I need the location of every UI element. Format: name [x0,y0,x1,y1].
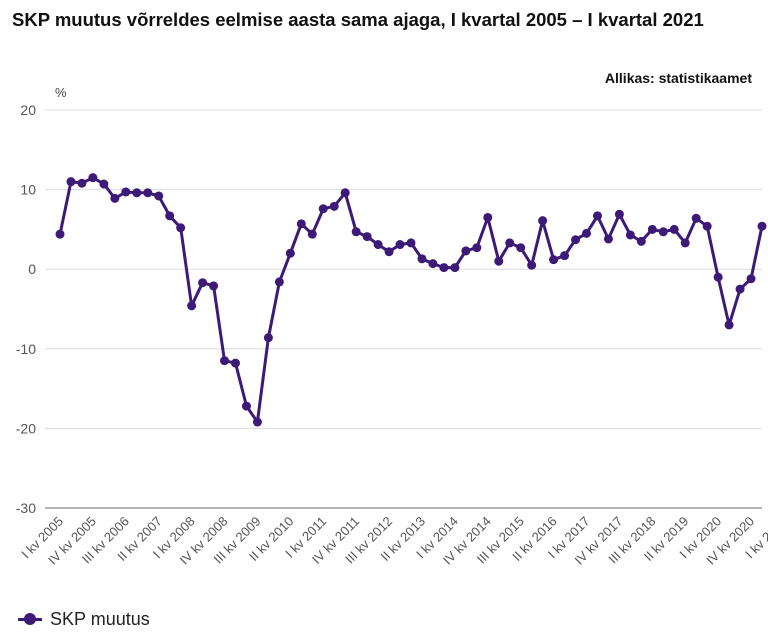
data-point[interactable] [439,263,449,273]
data-point[interactable] [110,193,120,203]
data-point[interactable] [351,227,361,237]
data-point[interactable] [472,243,482,253]
data-point[interactable] [274,277,284,287]
legend-series-label: SKP muutus [50,608,150,629]
y-tick-label: -30 [16,500,36,516]
data-point[interactable] [669,224,679,234]
data-point[interactable] [88,173,98,183]
data-point[interactable] [66,177,76,187]
y-tick-label: 20 [20,102,36,118]
legend: SKP muutus [18,607,150,631]
source-label: Allikas: statistikaamet [604,70,752,86]
data-point[interactable] [241,401,251,411]
y-tick-label: 10 [20,182,36,198]
data-point[interactable] [362,232,372,242]
data-point[interactable] [198,278,208,288]
data-point[interactable] [307,229,317,239]
data-point[interactable] [373,240,383,250]
data-point[interactable] [702,221,712,231]
data-point[interactable] [625,230,635,240]
data-point[interactable] [428,259,438,269]
data-point[interactable] [680,238,690,248]
data-point[interactable] [461,246,471,256]
data-point[interactable] [187,301,197,311]
data-point[interactable] [691,213,701,223]
data-point[interactable] [494,256,504,266]
data-point[interactable] [132,188,142,198]
data-point[interactable] [165,211,175,221]
data-point[interactable] [154,191,164,201]
legend-series-marker-icon [18,611,42,627]
data-point[interactable] [527,260,537,270]
data-point[interactable] [55,229,65,239]
data-point[interactable] [209,281,219,291]
data-point[interactable] [505,238,515,248]
data-point[interactable] [746,274,756,284]
data-point[interactable] [582,228,591,238]
data-point[interactable] [560,251,570,261]
data-point[interactable] [516,243,526,253]
data-point[interactable] [143,188,153,198]
data-point[interactable] [395,240,405,250]
data-point[interactable] [614,209,624,219]
chart-title: SKP muutus võrreldes eelmise aasta sama … [12,9,704,30]
data-point[interactable] [77,178,87,188]
data-point[interactable] [757,221,767,231]
data-point[interactable] [724,320,734,330]
y-axis-unit-label: % [55,85,67,100]
data-point[interactable] [99,179,109,189]
series-line [58,176,764,424]
data-point[interactable] [603,234,613,244]
data-point[interactable] [340,188,350,198]
data-point[interactable] [318,204,328,214]
data-point[interactable] [636,236,646,246]
data-point[interactable] [406,238,416,248]
y-tick-label: 0 [28,261,36,277]
data-point[interactable] [417,254,427,264]
data-point[interactable] [647,224,657,234]
data-point[interactable] [483,212,493,222]
data-point[interactable] [549,255,559,265]
data-point[interactable] [176,223,186,233]
data-point[interactable] [658,227,668,237]
data-point[interactable] [384,247,394,257]
data-point[interactable] [121,187,131,197]
data-point[interactable] [231,358,240,368]
data-point[interactable] [263,333,273,343]
data-point[interactable] [296,219,306,229]
data-point[interactable] [713,272,723,282]
y-tick-label: -10 [16,341,36,357]
data-point[interactable] [450,263,460,273]
data-point[interactable] [329,201,339,211]
data-point[interactable] [252,417,262,427]
data-point[interactable] [285,248,295,258]
y-tick-label: -20 [16,420,36,436]
data-point[interactable] [220,356,230,366]
data-point[interactable] [592,211,602,221]
data-point[interactable] [735,284,745,294]
data-point[interactable] [538,216,548,226]
data-point[interactable] [571,235,581,245]
